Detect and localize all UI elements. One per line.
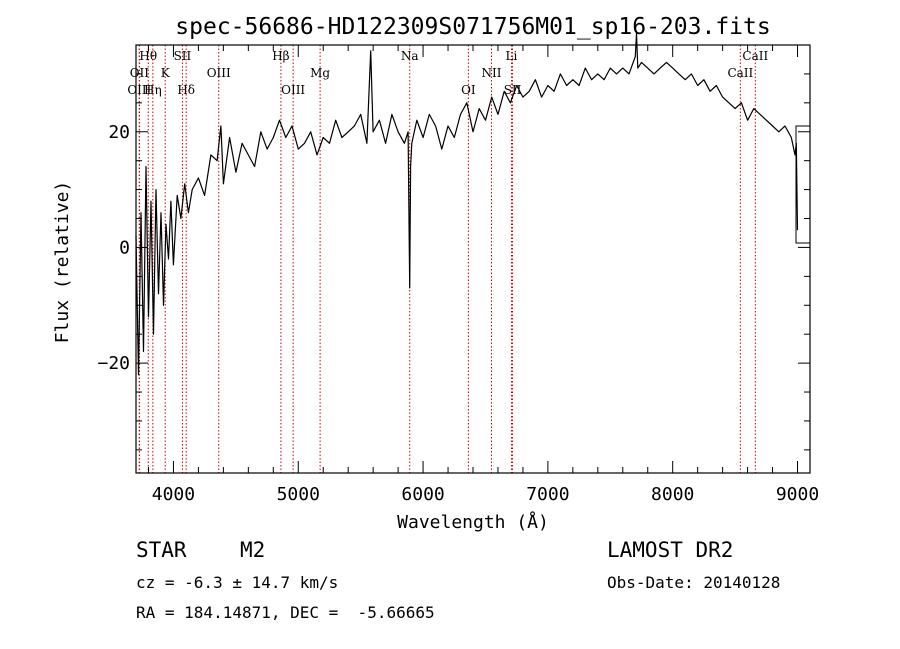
x-axis-label: Wavelength (Å)	[397, 511, 549, 533]
marker-label: CaII	[742, 49, 768, 63]
marker-label: K	[161, 66, 171, 80]
x-tick-label: 5000	[277, 484, 320, 505]
object-subclass: M2	[240, 538, 266, 562]
object-class: STAR	[136, 538, 187, 562]
right-edge-box	[795, 125, 811, 244]
marker-label: OIII	[281, 83, 305, 97]
marker-label: SII	[174, 49, 192, 63]
axis-ticks	[136, 45, 810, 473]
spectral-line-labels: HθOIIOIIIHηKSIIHδOIIIHβOIIIMgNaOINIILiSI…	[127, 49, 768, 97]
chart-title: spec-56686-HD122309S071756M01_sp16-203.f…	[175, 14, 770, 40]
x-tick-label: 9000	[776, 484, 819, 505]
survey-name: LAMOST DR2	[607, 538, 734, 562]
x-tick-label: 7000	[526, 484, 569, 505]
marker-label: Mg	[310, 66, 330, 80]
spectral-line-markers	[138, 45, 756, 473]
marker-label: OII	[130, 66, 150, 80]
x-tick-label: 6000	[401, 484, 444, 505]
spectrum-line	[135, 32, 799, 376]
x-tick-label: 4000	[152, 484, 195, 505]
y-tick-label: 20	[108, 122, 130, 143]
marker-label: NII	[481, 66, 501, 80]
marker-label: Hδ	[177, 83, 195, 97]
y-tick-labels: −20 0 20	[97, 122, 130, 374]
marker-label: Na	[401, 49, 419, 63]
y-tick-label: −20	[97, 353, 130, 374]
marker-label: Hθ	[139, 49, 157, 63]
x-tick-label: 8000	[651, 484, 694, 505]
y-axis-label: Flux (relative)	[52, 181, 73, 344]
marker-label: OIII	[207, 66, 231, 80]
marker-label: Hβ	[272, 49, 289, 63]
observation-date: Obs-Date: 20140128	[607, 573, 781, 592]
x-tick-labels: 4000 5000 6000 7000 8000 9000	[152, 484, 819, 505]
coordinates: RA = 184.14871, DEC = -5.66665	[136, 603, 435, 622]
marker-label: CaII	[727, 66, 753, 80]
marker-label: OIII	[127, 83, 151, 97]
plot-frame	[135, 44, 811, 474]
marker-label: Hη	[144, 83, 162, 97]
marker-label: Li	[506, 49, 518, 63]
radial-velocity: cz = -6.3 ± 14.7 km/s	[136, 573, 339, 592]
y-tick-label: 0	[119, 237, 130, 258]
marker-label: OI	[461, 83, 476, 97]
